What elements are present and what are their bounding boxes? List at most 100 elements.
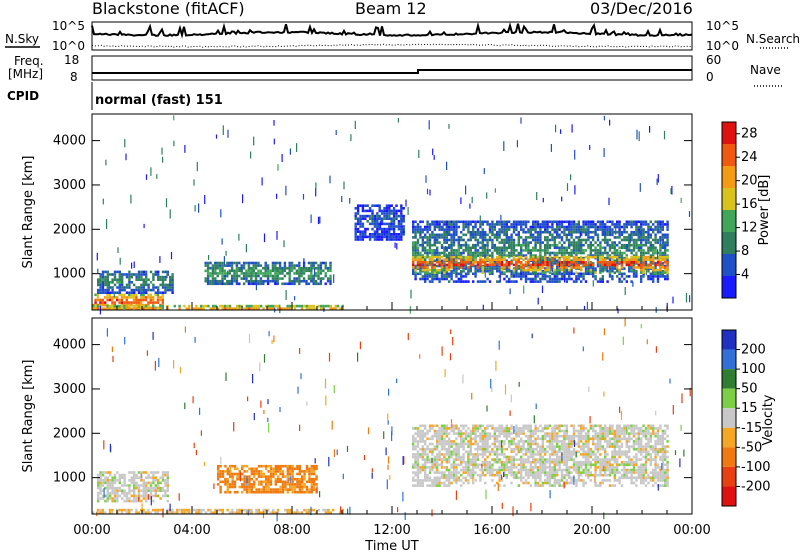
power-cell-1649 [496,236,499,239]
power-cell-2180 [570,251,573,255]
power-cell-1183 [431,277,434,281]
power-cell-632 [257,282,260,286]
power-cell-2185 [570,233,573,237]
power-cell-713 [288,282,291,286]
power-cell-933 [378,207,381,210]
velocity-cell-192 [109,481,112,485]
power-cell-2030 [551,264,554,268]
velocity-cell-1341 [500,429,504,433]
velocity-cell-719 [412,471,415,474]
power-cell-2351 [594,223,597,226]
power-cell-255 [305,307,308,310]
power-cell-2373 [599,254,602,257]
power-cell-166 [147,304,150,308]
velocity-cell-1113 [467,460,470,464]
velocity-cell-636 [293,490,297,494]
power-cell-1948 [539,246,542,250]
velocity-cell-356 [157,486,160,490]
velocity-cell-679 [305,470,309,473]
power-cell-627 [254,274,258,278]
cpid-value: normal (fast) 151 [95,93,223,108]
power-cell-367 [128,278,131,281]
power-cell-829 [354,233,357,236]
power-cell-1278 [443,249,446,252]
power-cell-131 [94,304,97,308]
power-cell-3122 [572,255,576,259]
velocity-cell-333 [149,484,153,487]
velocity-cell-232 [121,489,124,492]
power-cell-2342 [594,254,597,257]
power-noise-126 [145,174,148,180]
velocity-cell-170 [104,494,107,498]
velocity-cell-228 [118,476,121,479]
velocity-cell-616 [286,464,289,468]
power-cell-1738 [508,225,511,229]
velocity-cell-766 [416,429,420,433]
power-cell-1251 [438,220,441,224]
power-cell-1123 [421,241,424,244]
power-cell-1434 [464,275,468,278]
power-cell-1546 [481,280,484,283]
power-cell-167 [149,307,152,310]
power-cell-3161 [601,258,604,261]
velocity-cell-851 [431,468,434,472]
velocity-cell-791 [421,453,424,456]
power-cell-588 [242,277,246,280]
velocity-cell-1174 [474,424,477,428]
velocity-cell-990 [448,432,451,435]
power-cell-3245 [654,268,657,272]
velocity-cell-595 [281,483,285,486]
power-cell-384 [135,273,138,276]
date-title: 03/Dec/2016 [590,0,693,18]
velocity-cell-758 [416,455,420,459]
power-cell-561 [230,261,234,265]
power-cell-1247 [438,233,441,237]
power-noise-56 [169,209,171,219]
velocity-cell-979 [448,468,451,472]
power-cell-1837 [524,275,528,278]
velocity-cell-37 [156,508,160,512]
velocity-cell-572 [274,470,277,473]
power-cell-1320 [448,228,451,231]
velocity-cell-803 [424,473,427,477]
power-cell-1383 [457,280,460,283]
power-cell-149 [120,307,124,310]
velocity-cell-60 [195,511,198,514]
power-cell-886 [368,233,372,236]
velocity-cell-91 [248,511,251,514]
velocity-cell-535 [265,483,268,486]
velocity-cell-646 [296,477,299,481]
velocity-cell-265 [133,499,136,503]
velocity-cell-504 [255,488,258,491]
power-cell-3219 [640,268,643,272]
velocity-cell-673 [303,472,306,476]
velocity-cell-1007 [452,479,456,482]
power-cell-1601 [488,238,492,242]
power-cell-290 [99,278,102,281]
power-cell-1281 [443,238,446,242]
power-cell-2756 [654,225,657,229]
power-cell-382 [135,278,138,281]
power-noise-157 [429,189,431,196]
velocity-cell-796 [421,437,424,441]
power-cell-937 [380,233,384,236]
power-cell-1935 [536,225,540,229]
power-cell-2660 [642,275,645,278]
power-cell-1577 [484,230,487,234]
power-cell-2547 [625,249,628,252]
power-cell-811 [324,272,327,275]
power-cell-777 [310,261,313,265]
power-cell-361 [125,275,129,279]
velocity-cell-727 [412,440,415,443]
power-cell-278 [341,307,344,310]
power-noise-164 [608,197,610,206]
power-cell-2910 [445,268,448,272]
power-cell-1280 [443,241,446,244]
power-cell-1505 [474,254,477,257]
power-cell-934 [378,204,381,207]
power-cell-688 [276,274,279,278]
power-cell-199 [219,304,222,308]
power-cell-3255 [659,258,662,261]
power-cell-579 [238,269,241,273]
